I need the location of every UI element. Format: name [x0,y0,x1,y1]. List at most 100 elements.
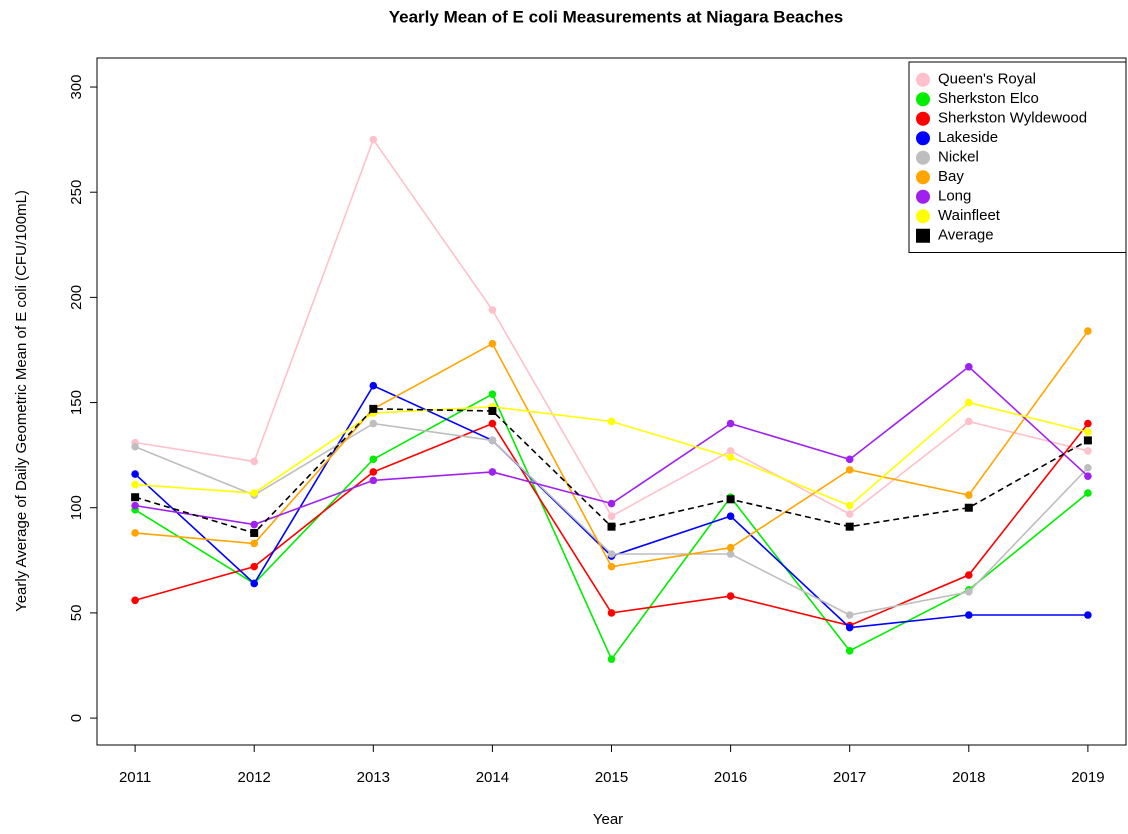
point [131,501,139,510]
point [964,398,973,407]
y-tick-label: 150 [68,390,85,415]
point [250,489,259,497]
point [607,655,616,663]
legend-marker [916,111,930,126]
point [369,476,378,485]
y-tick-label: 200 [68,285,85,310]
point [845,646,854,655]
x-tick-label: 2011 [119,769,151,786]
point [845,455,854,464]
point [964,588,973,596]
point [250,520,259,529]
point [726,453,735,462]
point [726,592,735,600]
point [964,362,973,371]
x-tick-label: 2019 [1071,769,1104,786]
point [607,522,616,531]
legend-marker [916,209,930,224]
x-tick-label: 2013 [357,769,390,786]
point [726,543,735,552]
point [488,436,497,445]
point [845,522,854,531]
point [250,528,259,537]
point [726,550,735,558]
legend-marker [916,228,930,243]
legend-marker [916,189,930,204]
legend-label: Wainfleet [938,207,1001,224]
y-tick-label: 250 [68,180,85,205]
point [964,417,973,426]
point [369,404,378,413]
point [369,455,378,464]
legend-marker [916,131,930,146]
point [488,339,497,348]
point [250,457,259,466]
point [607,562,616,571]
y-tick-label: 100 [68,495,85,520]
point [845,611,854,619]
point [607,417,616,426]
x-tick-label: 2018 [952,769,985,786]
point [488,468,497,476]
point [1084,611,1092,619]
point [369,419,378,428]
point [1084,463,1092,472]
point [488,306,497,314]
point [131,493,140,502]
point [1084,447,1092,455]
point [131,442,139,451]
point [131,596,139,605]
point [607,550,616,558]
y-tick-label: 0 [68,714,85,722]
x-tick-label: 2017 [833,769,866,786]
y-tick-label: 50 [68,605,85,622]
x-axis-label: Year [593,811,623,828]
point [488,390,497,398]
point [607,609,616,617]
legend-label: Nickel [938,149,979,166]
point [726,447,735,455]
point [845,466,854,474]
point [1084,472,1092,480]
x-tick-label: 2012 [238,769,271,786]
point [131,529,139,537]
point [369,381,378,390]
point [369,135,378,144]
point [488,406,497,415]
legend-label: Lakeside [938,129,998,146]
legend-label: Sherkston Elco [938,90,1039,107]
chart-title: Yearly Mean of E coli Measurements at Ni… [389,7,843,26]
point [1083,436,1092,445]
legend-marker [916,72,930,87]
y-axis-label: Yearly Average of Daily Geometric Mean o… [13,190,30,612]
point [845,501,854,510]
point [1084,419,1092,428]
point [726,512,735,520]
legend-label: Bay [938,168,964,185]
legend-label: Sherkston Wyldewood [938,110,1087,127]
point [131,480,139,489]
point [845,510,854,518]
point [369,468,378,476]
x-tick-label: 2016 [714,769,747,786]
point [131,470,139,478]
point [726,419,735,428]
legend-label: Long [938,188,971,205]
x-tick-label: 2015 [595,769,628,786]
point [607,499,616,508]
legend-marker [916,170,930,185]
legend-label: Queen's Royal [938,71,1036,88]
legend-label: Average [938,227,994,244]
point [250,562,259,571]
y-tick-label: 300 [68,75,85,100]
point [1084,489,1092,497]
point [964,503,973,512]
point [1084,428,1092,436]
point [607,512,616,520]
point [964,571,973,579]
point [964,491,973,499]
point [964,611,973,619]
point [250,539,259,548]
point [488,419,497,428]
